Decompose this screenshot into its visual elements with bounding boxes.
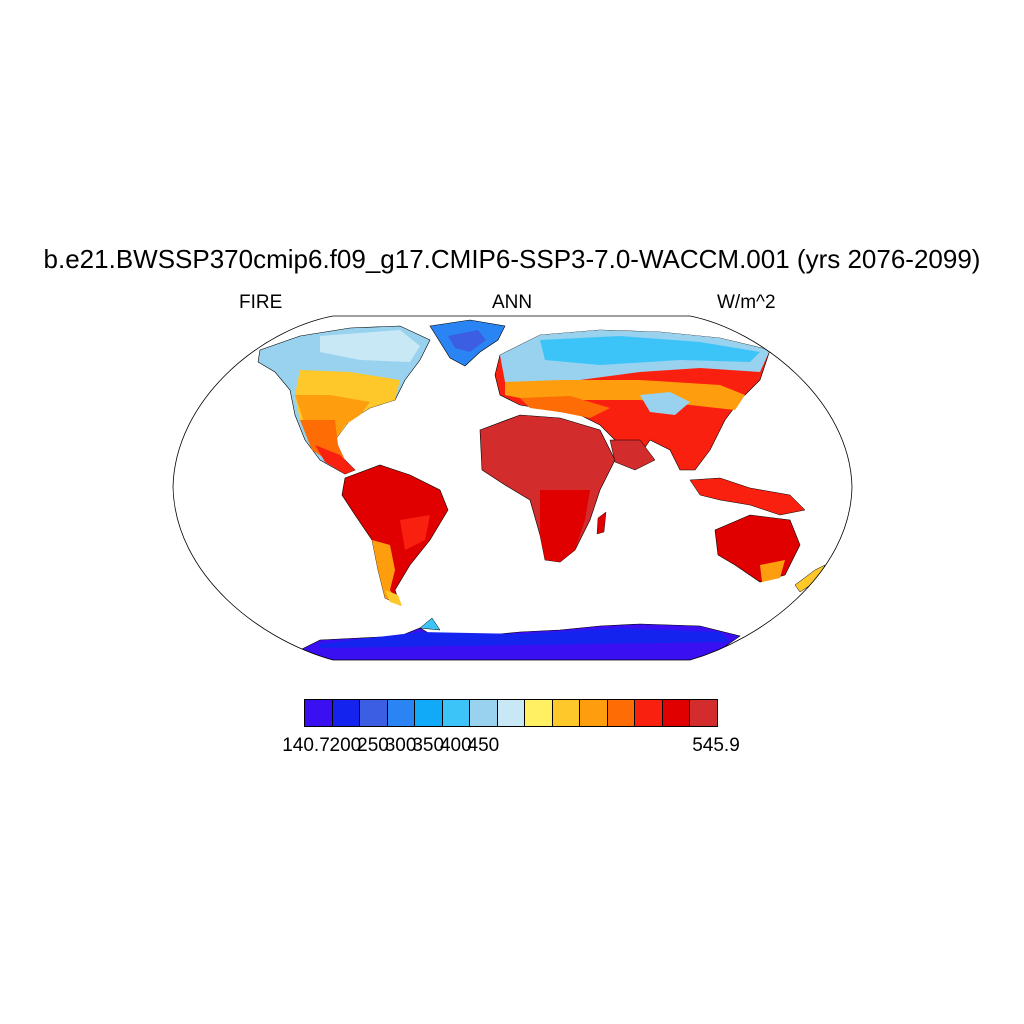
colorbar [304,699,718,727]
colorbar-label: 200 [329,735,362,756]
colorbar-box [470,700,498,726]
colorbar-label: 400 [439,735,472,756]
colorbar-box [690,700,717,726]
colorbar-box [442,700,471,726]
colorbar-box [662,700,691,726]
colorbar-box [305,700,333,726]
colorbar-box [525,700,553,726]
colorbar-box [635,700,663,726]
colorbar-label: 250 [357,735,389,756]
australia [714,514,801,583]
se-asia [689,477,806,516]
colorbar-box [415,700,443,726]
plot-title: b.e21.BWSSP370cmip6.f09_g17.CMIP6-SSP3-7… [43,244,981,274]
colorbar-box [387,700,416,726]
right-string: W/m^2 [717,292,776,313]
colorbar-box [360,700,388,726]
colorbar-box [580,700,608,726]
colorbar-label: 545.9 [692,735,740,756]
left-string: FIRE [239,292,283,313]
south-america [341,464,449,606]
colorbar-box [332,700,361,726]
colorbar-box [607,700,636,726]
colorbar-label: 140.7 [282,735,330,756]
colorbar-label: 450 [467,735,500,756]
colorbar-label: 350 [412,735,445,756]
colorbar-label: 300 [384,735,417,756]
center-string: ANN [491,292,533,313]
colorbar-box [552,700,581,726]
colorbar-box [497,700,526,726]
